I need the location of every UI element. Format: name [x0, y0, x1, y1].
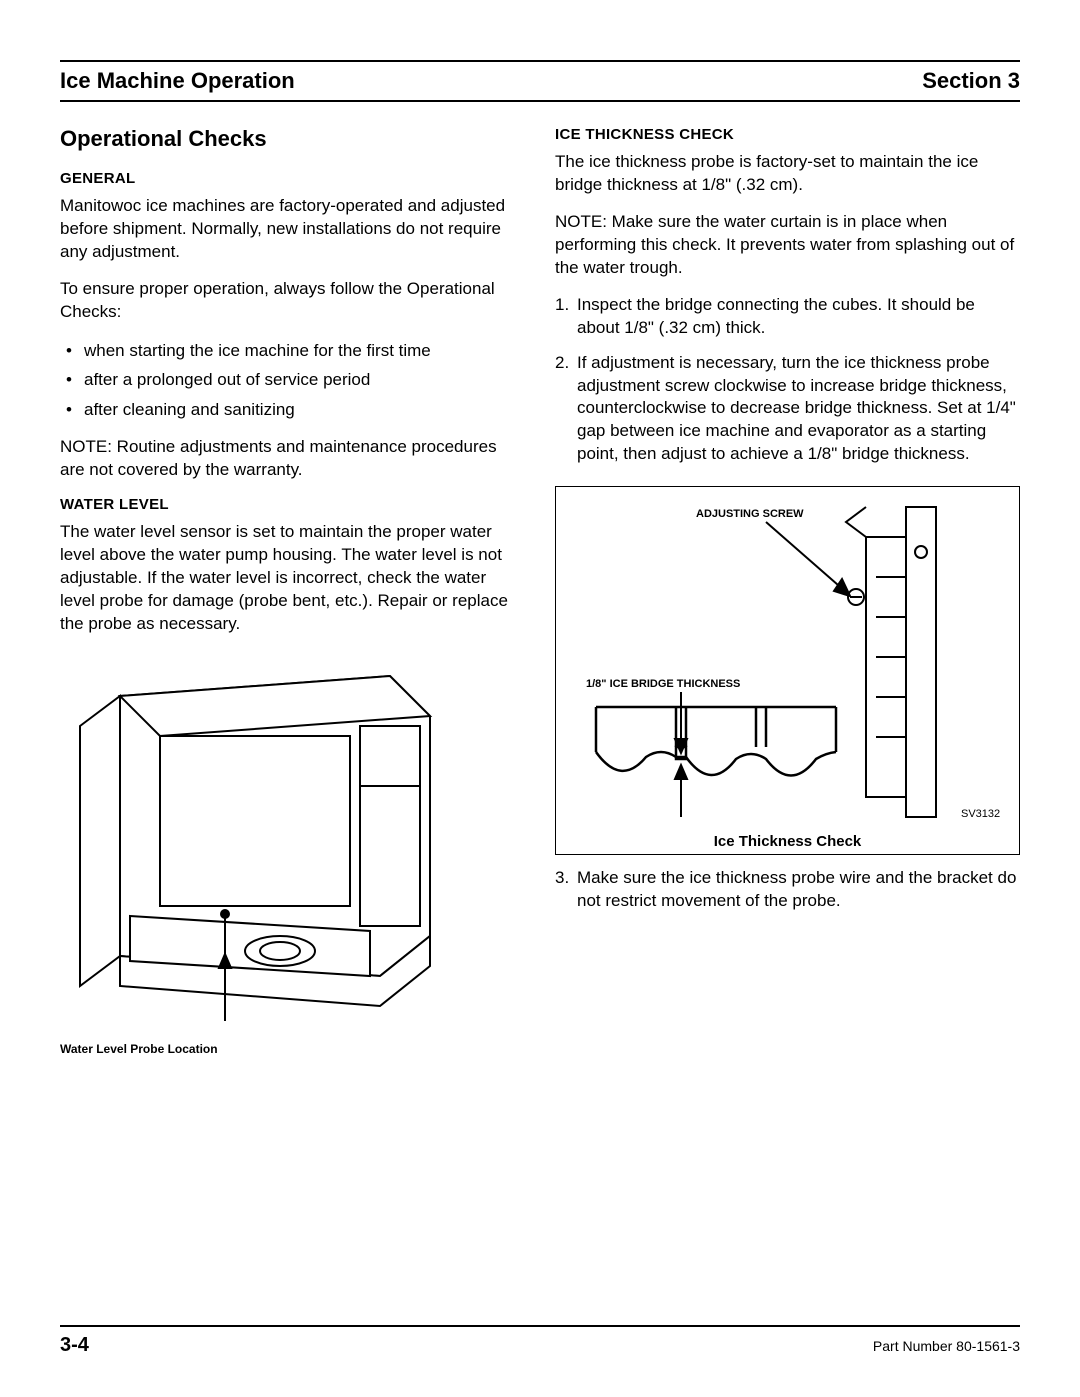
figure-water-level: Water Level Probe Location [60, 656, 525, 1056]
general-bullets: when starting the ice machine for the fi… [60, 338, 525, 423]
step-text: If adjustment is necessary, turn the ice… [577, 353, 1016, 464]
step-item: 3.Make sure the ice thickness probe wire… [555, 867, 1020, 913]
right-column: ICE THICKNESS CHECK The ice thickness pr… [555, 126, 1020, 1066]
bullet-item: after cleaning and sanitizing [60, 397, 525, 423]
water-level-diagram [60, 656, 490, 1036]
step-text: Inspect the bridge connecting the cubes.… [577, 295, 975, 337]
page-footer: 3-4 Part Number 80-1561-3 [60, 1334, 1020, 1357]
water-level-heading: WATER LEVEL [60, 496, 525, 513]
ice-thickness-steps-b: 3.Make sure the ice thickness probe wire… [555, 867, 1020, 913]
ice-thickness-note: NOTE: Make sure the water curtain is in … [555, 211, 1020, 280]
header-left: Ice Machine Operation [60, 68, 295, 94]
general-p2: To ensure proper operation, always follo… [60, 278, 525, 324]
page-header: Ice Machine Operation Section 3 [60, 68, 1020, 94]
step-text: Make sure the ice thickness probe wire a… [577, 868, 1016, 910]
ice-thickness-diagram: ADJUSTING SCREW [566, 497, 1006, 827]
ice-thickness-heading: ICE THICKNESS CHECK [555, 126, 1020, 143]
content-columns: Operational Checks GENERAL Manitowoc ice… [60, 126, 1020, 1066]
label-bridge-thickness: 1/8" ICE BRIDGE THICKNESS [586, 678, 740, 690]
page-number: 3-4 [60, 1334, 89, 1357]
left-column: Operational Checks GENERAL Manitowoc ice… [60, 126, 525, 1066]
part-number: Part Number 80-1561-3 [873, 1338, 1020, 1354]
water-level-p1: The water level sensor is set to maintai… [60, 521, 525, 636]
header-right: Section 3 [922, 68, 1020, 94]
general-note: NOTE: Routine adjustments and maintenanc… [60, 436, 525, 482]
figure1-caption: Water Level Probe Location [60, 1042, 525, 1056]
header-underline [60, 100, 1020, 102]
section-title: Operational Checks [60, 126, 525, 152]
step-item: 2.If adjustment is necessary, turn the i… [555, 352, 1020, 467]
figure-ice-thickness: ADJUSTING SCREW [555, 486, 1020, 855]
bullet-item: after a prolonged out of service period [60, 367, 525, 393]
footer-rule [60, 1325, 1020, 1327]
label-adjusting-screw: ADJUSTING SCREW [696, 508, 804, 520]
bullet-item: when starting the ice machine for the fi… [60, 338, 525, 364]
general-heading: GENERAL [60, 170, 525, 187]
figure2-caption: Ice Thickness Check [566, 833, 1009, 850]
ice-thickness-steps-a: 1.Inspect the bridge connecting the cube… [555, 294, 1020, 467]
step-item: 1.Inspect the bridge connecting the cube… [555, 294, 1020, 340]
ice-thickness-p1: The ice thickness probe is factory-set t… [555, 151, 1020, 197]
figure-code: SV3132 [961, 808, 1000, 820]
top-rule [60, 60, 1020, 62]
general-p1: Manitowoc ice machines are factory-opera… [60, 195, 525, 264]
